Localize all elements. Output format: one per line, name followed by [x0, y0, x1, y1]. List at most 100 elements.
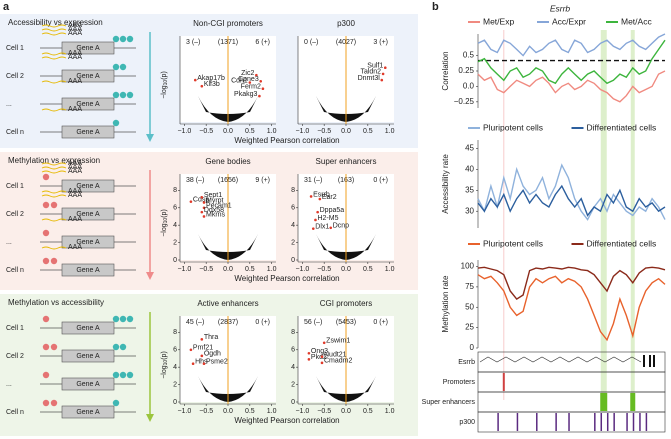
y-tick-label: 6 [291, 347, 295, 354]
x-tick-label: −0.5 [199, 408, 213, 415]
gene-label: Gene A [76, 45, 100, 52]
point-label: Ddx58 [204, 207, 224, 214]
track [477, 371, 666, 393]
sig-point [248, 81, 252, 84]
cell-label: Cell 1 [6, 325, 24, 332]
gene-box [61, 97, 115, 111]
x-tick-label: 0.0 [223, 266, 233, 273]
sig-point [189, 348, 193, 352]
access [126, 315, 134, 323]
gene-label: Gene A [76, 267, 100, 274]
sig-point [200, 354, 204, 358]
access [112, 63, 120, 71]
x-tick-label: −0.5 [317, 128, 331, 135]
cell-label: Cell 2 [6, 211, 24, 218]
sig-point [200, 196, 204, 199]
access [119, 63, 127, 71]
x-tick-label: −0.5 [317, 266, 331, 273]
y-tick-label: 6 [173, 347, 177, 354]
methyl [42, 315, 50, 323]
y-tick-label: 6 [291, 205, 295, 212]
series-line [477, 266, 666, 301]
access [119, 343, 127, 351]
access [126, 371, 134, 379]
track-label: Esrrb [458, 359, 475, 366]
x-tick-label: 0.0 [223, 128, 233, 135]
gene-label: Gene A [76, 183, 100, 190]
cell-label: Cell 2 [6, 73, 24, 80]
gene-model [479, 356, 642, 363]
poly-a: AAA [68, 106, 82, 113]
x-tick-label: 1.0 [385, 408, 395, 415]
access [119, 315, 127, 323]
highlight [600, 30, 607, 400]
point-label: Pkd2 [311, 354, 327, 361]
methyl [42, 371, 50, 379]
row-title: Methylation vs accessibility [8, 298, 104, 307]
transcript [41, 108, 67, 112]
track-label: p300 [459, 419, 475, 426]
point-label: Sept1 [204, 192, 222, 199]
y-tick-label: 25 [465, 323, 474, 332]
point-label: Dlx1 [315, 224, 329, 231]
plot-title: p300 [337, 19, 355, 28]
x-tick-label: −1.0 [295, 266, 309, 273]
point-label: Ong3 [311, 348, 328, 355]
arrow-head [146, 414, 154, 422]
count-neg: 56 (–) [304, 319, 322, 326]
series-line [477, 274, 666, 342]
methyl [50, 257, 58, 265]
panel-label: b [432, 1, 439, 13]
cell-label: ... [6, 381, 12, 388]
y-label: −log10(p) [161, 351, 169, 379]
y-label: Correlation [441, 51, 450, 90]
gene-box [61, 69, 115, 83]
x-tick-label: 0.5 [363, 266, 373, 273]
gene-label: Gene A [76, 325, 100, 332]
gene-box [61, 179, 115, 193]
sig-point [202, 362, 206, 365]
p300-peak [600, 413, 603, 431]
y-label: Accessibility rate [441, 154, 450, 214]
transcript [41, 52, 67, 56]
point-label: Nudt21 [324, 352, 347, 359]
y-tick-label: 2 [173, 381, 177, 388]
y-tick-label: 0.0 [463, 82, 475, 91]
transcript [41, 166, 67, 170]
y-tick-label: 4 [173, 364, 177, 371]
y-tick-label: 2 [291, 239, 295, 246]
gene-label: Gene A [76, 73, 100, 80]
sig-point [383, 66, 387, 70]
poly-a: AAA [68, 54, 82, 61]
poly-a: AAA [68, 78, 82, 85]
y-tick-label: 4 [173, 222, 177, 229]
gene-label: Gene A [76, 381, 100, 388]
gene-box [61, 349, 115, 363]
x-label: Weighted Pearson correlation [234, 136, 339, 145]
poly-a: AAA [68, 160, 82, 167]
y-label: Methylation rate [441, 275, 450, 332]
y-tick-label: 0 [470, 343, 475, 352]
x-tick-label: 1.0 [267, 128, 277, 135]
access [119, 35, 127, 43]
y-tick-label: 8 [291, 187, 295, 194]
y-tick-label: 0 [291, 257, 295, 264]
arrow-head [146, 272, 154, 280]
methyl [42, 399, 50, 407]
point-label: Pecam1 [206, 203, 232, 210]
point-label: Cdsp [193, 197, 209, 204]
point-cloud [316, 234, 376, 260]
x-tick-label: −0.5 [199, 128, 213, 135]
y-tick-label: 2 [173, 239, 177, 246]
y-tick-label: 0 [291, 399, 295, 406]
p300-peak [613, 413, 615, 431]
x-tick-label: 0.5 [363, 128, 373, 135]
exon [653, 355, 655, 367]
p300-peak [497, 413, 499, 431]
point-label: Sulf1 [367, 63, 383, 70]
x-tick-label: 0.0 [341, 266, 351, 273]
access [112, 399, 120, 407]
point-cloud [198, 376, 258, 402]
y-label-part: −log [161, 85, 168, 99]
super-enhancer [630, 393, 636, 411]
